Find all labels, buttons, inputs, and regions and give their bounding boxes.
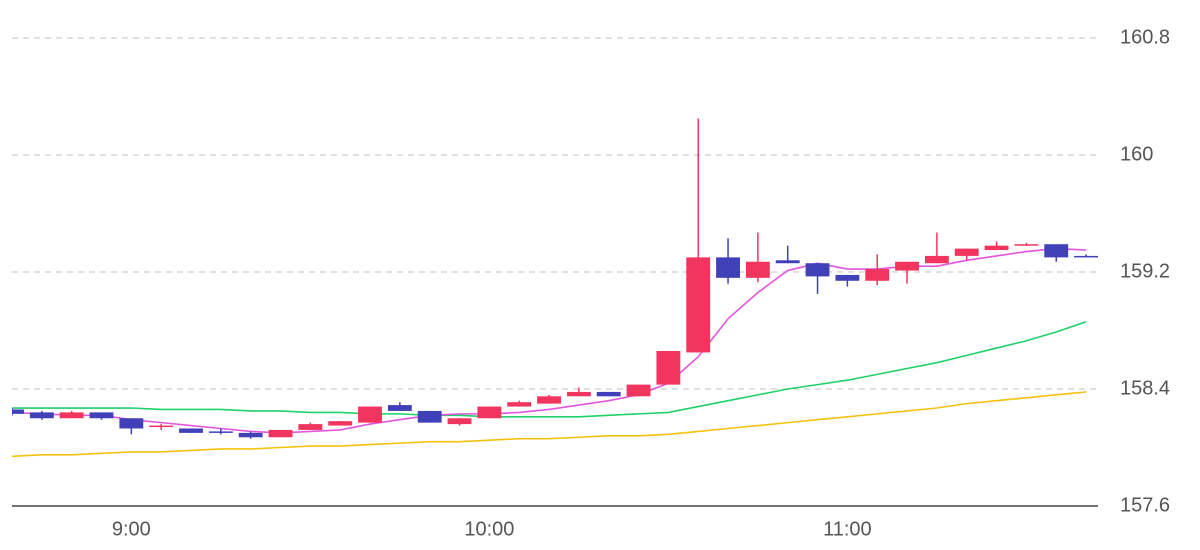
candle-body (358, 406, 382, 423)
moving-average-line (12, 320, 1087, 418)
axis-labels: 157.6 158.4 159.2 160 160.8 9:00 10:00 11:00 (112, 26, 1170, 540)
candle-body (566, 391, 591, 397)
candle-body (626, 384, 651, 397)
candle-body (119, 418, 144, 429)
candle-body (835, 274, 860, 281)
candle-body (537, 396, 561, 404)
candle-body (984, 245, 1009, 251)
candle-body (1074, 255, 1098, 258)
x-tick-label: 9:00 (112, 518, 151, 540)
candle-body (447, 418, 472, 425)
candle-body (1044, 244, 1069, 258)
candle-body (924, 255, 949, 264)
candle-body (387, 405, 412, 411)
moving-averages (12, 247, 1087, 458)
candles (12, 118, 1098, 439)
candle-body (865, 269, 890, 281)
moving-average-line (12, 247, 1087, 434)
grid (12, 37, 1098, 507)
candle-body (89, 412, 114, 419)
y-tick-label: 158.4 (1120, 377, 1170, 399)
candle-body (954, 248, 979, 256)
candle-body (59, 412, 84, 419)
candle-body (298, 424, 323, 430)
candle-body (596, 391, 621, 397)
candle-body (268, 429, 293, 438)
y-tick-label: 160.8 (1120, 26, 1170, 48)
candle-body (29, 412, 54, 419)
x-tick-label: 11:00 (823, 518, 872, 540)
y-tick-label: 157.6 (1120, 494, 1170, 516)
candle-body (208, 431, 233, 433)
candle-body (179, 428, 203, 433)
candle-body (507, 402, 532, 407)
candle-body (477, 406, 502, 419)
candle-body (805, 263, 830, 277)
candle-body (238, 432, 263, 438)
candle-body (686, 257, 711, 353)
candle-body (716, 257, 740, 278)
candle-body (12, 409, 24, 414)
candle-body (895, 261, 919, 271)
candle-body (656, 350, 681, 385)
x-tick-label: 10:00 (464, 518, 514, 540)
candle-body (1014, 244, 1039, 246)
y-tick-label: 159.2 (1120, 260, 1170, 282)
moving-average-line (12, 391, 1087, 458)
candle-body (417, 410, 442, 423)
y-tick-label: 160 (1120, 143, 1153, 165)
candle-body (745, 261, 770, 278)
candle-body (328, 421, 353, 426)
candle-body (149, 425, 174, 428)
candle-body (775, 260, 800, 264)
